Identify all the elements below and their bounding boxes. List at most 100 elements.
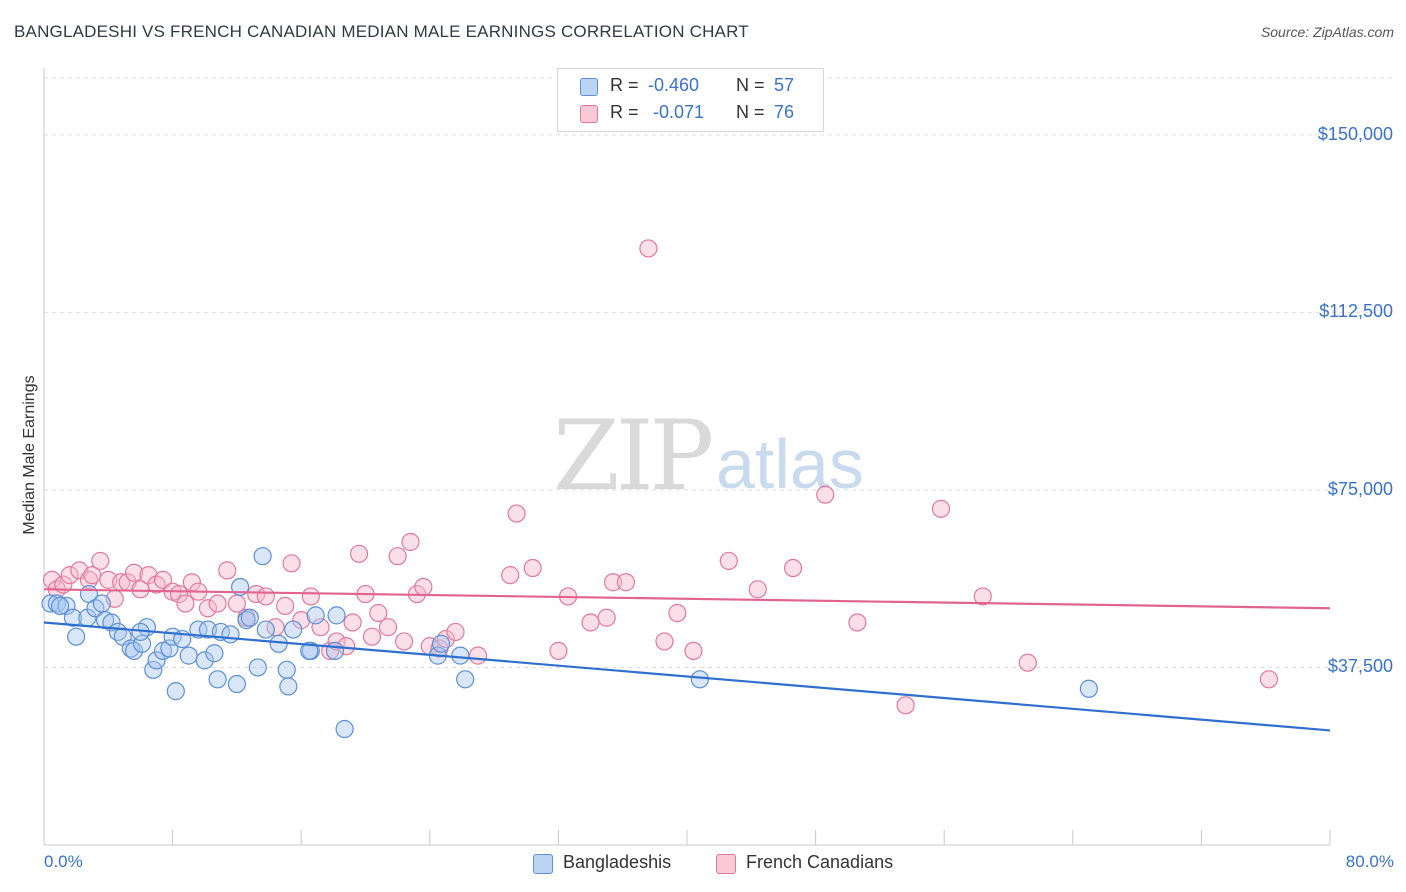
bangladeshis-point bbox=[451, 646, 470, 665]
french-canadians-point bbox=[301, 587, 320, 606]
watermark-zip: ZIP bbox=[553, 400, 714, 512]
french-canadians-point bbox=[684, 641, 703, 660]
blue-swatch bbox=[580, 78, 598, 96]
pink-swatch bbox=[580, 105, 598, 123]
french-canadians-point bbox=[783, 558, 803, 578]
bangladeshis-point bbox=[690, 670, 709, 689]
bangladeshis-point bbox=[325, 641, 345, 660]
french-canadians-point bbox=[362, 627, 382, 646]
french-canadians-point bbox=[616, 573, 636, 592]
legend-bangladeshis-swatch bbox=[533, 854, 553, 874]
french-canadians-point bbox=[973, 587, 992, 606]
french-canadians-point bbox=[169, 584, 189, 604]
bangladeshis-point bbox=[189, 620, 208, 639]
y-tick-label: $75,000 bbox=[1327, 478, 1393, 499]
bangladeshis-point bbox=[57, 596, 76, 616]
french-canadians-point bbox=[378, 618, 398, 637]
french-canadians-point bbox=[816, 485, 835, 504]
bangladeshis-point bbox=[205, 644, 224, 663]
bangladeshis-point bbox=[284, 620, 303, 639]
bangladeshis-point bbox=[240, 608, 259, 627]
bangladeshis-point bbox=[227, 674, 246, 694]
n-label: N = bbox=[736, 75, 765, 95]
bangladeshis-point bbox=[121, 639, 140, 658]
bangladeshis-point bbox=[335, 719, 354, 739]
bangladeshis-point bbox=[300, 641, 319, 660]
french-canadians-trend-line bbox=[43, 588, 1331, 610]
french-canadians-point bbox=[668, 603, 687, 623]
french-canadians-point bbox=[176, 594, 195, 613]
n-value: 76 bbox=[774, 102, 795, 122]
n-label: N = bbox=[736, 102, 765, 122]
axes bbox=[43, 68, 1331, 846]
bangladeshis-point bbox=[269, 634, 288, 653]
bangladeshis-point bbox=[248, 658, 267, 677]
french-canadians-point bbox=[549, 641, 568, 660]
french-canadians-point bbox=[848, 613, 867, 632]
french-canadians-point bbox=[414, 577, 433, 597]
french-canadians-point bbox=[282, 554, 301, 573]
french-canadians-point bbox=[468, 646, 488, 665]
french-canadians-point bbox=[655, 632, 674, 651]
bangladeshis-point bbox=[50, 596, 70, 616]
bangladeshis-point bbox=[92, 594, 111, 613]
bangladeshis-point bbox=[144, 660, 163, 679]
french-canadians-point bbox=[311, 618, 330, 637]
y-tick-label: $112,500 bbox=[1319, 301, 1393, 322]
french-canadians-point bbox=[369, 603, 388, 623]
legend-row-bangladeshis: R = -0.460 N = 57 bbox=[558, 73, 823, 99]
french-canadians-point bbox=[388, 547, 407, 566]
french-canadians-point bbox=[507, 504, 526, 523]
french-canadians-point bbox=[523, 558, 542, 578]
r-label: R = bbox=[610, 75, 639, 95]
correlation-legend: R = -0.460 N = 57 R = -0.071 N = 76 bbox=[557, 68, 824, 132]
french-canadians-point bbox=[208, 594, 227, 613]
legend-french-canadians-swatch bbox=[716, 854, 736, 874]
r-value: -0.460 bbox=[648, 75, 700, 95]
y-tick-label: $150,000 bbox=[1317, 123, 1393, 144]
french-canadians-point bbox=[198, 599, 218, 618]
y-tick-label: $37,500 bbox=[1327, 656, 1393, 677]
french-canadians-point bbox=[748, 580, 767, 599]
bangladeshis-point bbox=[306, 606, 325, 625]
source-label: Source: ZipAtlas.com bbox=[1260, 24, 1394, 40]
french-canadians-point bbox=[276, 596, 295, 616]
french-canadians-point bbox=[349, 544, 369, 563]
x-tick-label-max: 80.0% bbox=[1345, 852, 1394, 871]
french-canadians-point bbox=[446, 622, 465, 642]
french-canadians-point bbox=[603, 573, 623, 592]
bangladeshis-point bbox=[147, 651, 166, 670]
french-canadians-point bbox=[1018, 653, 1037, 672]
trend-lines bbox=[43, 588, 1331, 732]
french-canadians-point bbox=[597, 608, 616, 627]
bangladeshis-point bbox=[179, 646, 198, 665]
french-canadians-point bbox=[256, 587, 275, 606]
bangladeshis-point bbox=[160, 639, 179, 658]
bangladeshis-point bbox=[327, 606, 346, 625]
french-canadians-point bbox=[343, 613, 362, 632]
french-canadians-point bbox=[501, 566, 520, 585]
bangladeshis-point bbox=[237, 611, 256, 630]
bangladeshis-point bbox=[63, 608, 83, 627]
bangladeshis-point bbox=[431, 634, 451, 653]
french-canadians-point bbox=[394, 632, 414, 651]
french-canadians-point bbox=[91, 551, 110, 571]
x-tick-label-min: 0.0% bbox=[44, 852, 83, 871]
french-canadians-point bbox=[931, 499, 951, 518]
bangladeshis-point bbox=[221, 625, 240, 644]
bangladeshis-trend-line bbox=[43, 621, 1331, 732]
legend-bangladeshis-label: Bangladeshis bbox=[563, 852, 672, 872]
french-canadians-point bbox=[401, 532, 420, 552]
legend-row-french-canadians: R = -0.071 N = 76 bbox=[558, 100, 823, 126]
french-canadians-point bbox=[719, 551, 738, 571]
bangladeshis-point bbox=[279, 677, 298, 696]
french-canadians-point bbox=[581, 613, 600, 632]
bangladeshis-point bbox=[166, 682, 185, 701]
bangladeshis-point bbox=[253, 547, 272, 566]
r-label: R = bbox=[610, 102, 639, 122]
grid-lines bbox=[44, 77, 1392, 668]
chart-title: BANGLADESHI VS FRENCH CANADIAN MEDIAN MA… bbox=[14, 22, 749, 41]
legend-french-canadians-label: French Canadians bbox=[746, 852, 894, 872]
french-canadians-point bbox=[1259, 670, 1279, 689]
